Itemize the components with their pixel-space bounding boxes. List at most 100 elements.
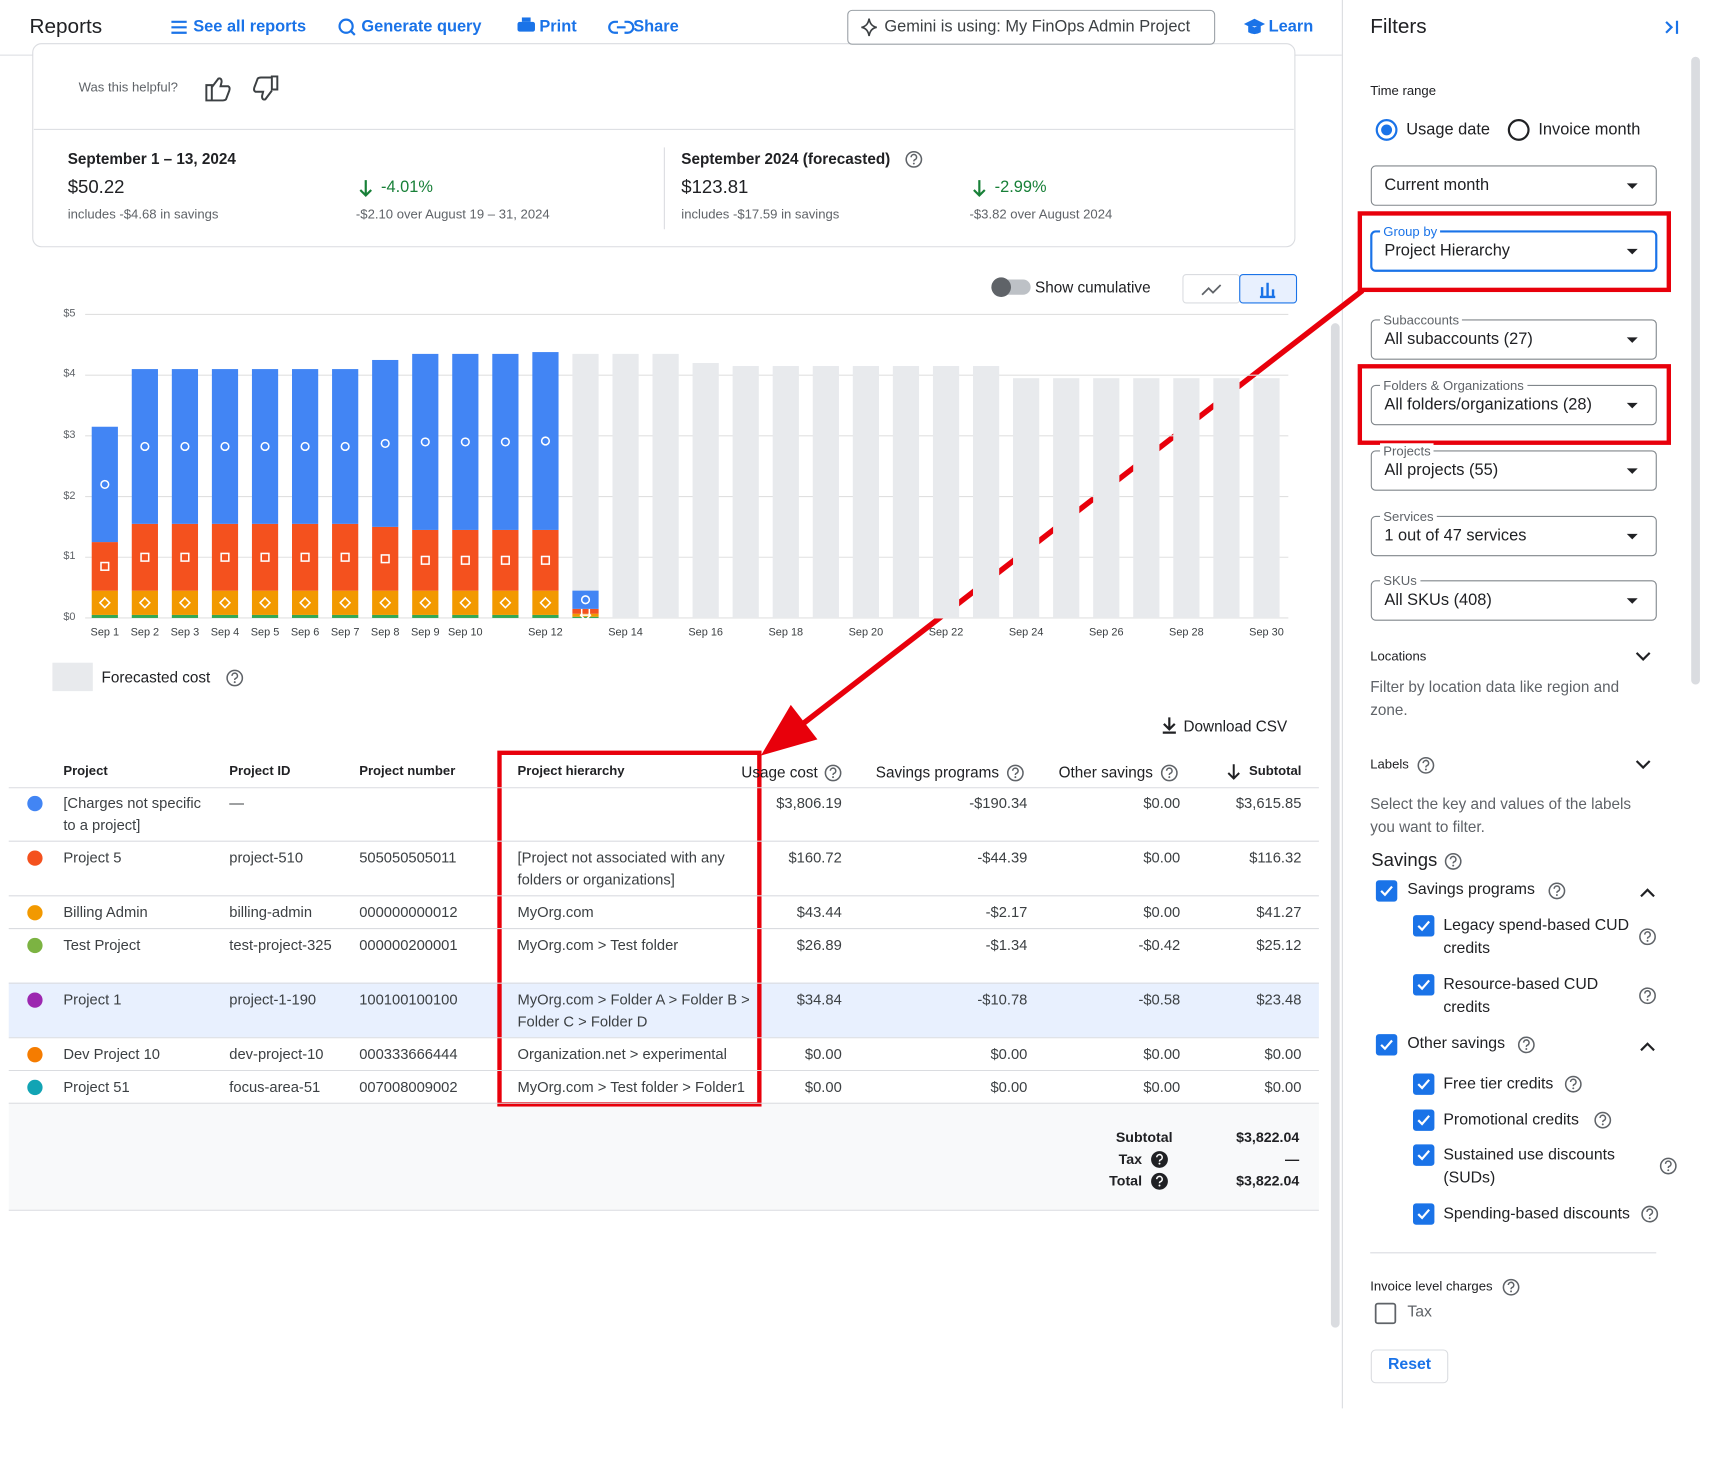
select-value[interactable]: 1 out of 47 services — [1384, 526, 1527, 545]
select[interactable] — [1370, 580, 1657, 621]
chevron[interactable] — [1635, 652, 1651, 661]
column-header[interactable]: Other savings — [1058, 762, 1153, 781]
checkbox[interactable] — [1374, 1302, 1397, 1325]
checkbox-label[interactable]: Resource-based CUD credits — [1443, 975, 1599, 1016]
checkbox[interactable] — [1413, 1203, 1435, 1225]
help-icon — [1569, 1078, 1577, 1087]
bar — [292, 614, 319, 618]
radio-label[interactable]: Usage date — [1406, 120, 1491, 139]
bar — [171, 590, 199, 615]
radio-label[interactable]: Invoice month — [1538, 120, 1641, 139]
table-cell: — — [229, 794, 245, 812]
checkbox-label[interactable]: Other savings — [1407, 1035, 1506, 1054]
bar — [251, 614, 279, 618]
totals-background — [8, 1102, 1319, 1210]
bar — [171, 369, 199, 524]
marker — [540, 436, 551, 446]
checkbox[interactable] — [1375, 1034, 1398, 1056]
marker — [380, 554, 390, 564]
column-header[interactable]: Savings programs — [875, 762, 999, 781]
checkbox[interactable] — [1413, 915, 1435, 937]
chevron[interactable] — [1635, 760, 1651, 770]
select-value[interactable]: All SKUs (408) — [1384, 590, 1492, 610]
help-icon — [1641, 1205, 1659, 1223]
bar — [91, 542, 118, 591]
checkbox-label[interactable]: Spending-based discounts — [1443, 1204, 1630, 1223]
marker — [500, 555, 510, 565]
forecast-bar — [1053, 378, 1080, 618]
checkbox-label[interactable]: Promotional credits — [1443, 1110, 1579, 1129]
radio[interactable] — [1375, 119, 1398, 141]
line-view-button[interactable] — [1182, 274, 1241, 304]
checkbox-label[interactable]: Savings programs — [1407, 881, 1535, 900]
column-header[interactable]: Project ID — [229, 763, 291, 779]
checkbox[interactable] — [1413, 1109, 1435, 1131]
gemini-label[interactable]: Gemini is using: My FinOps Admin Project — [884, 17, 1191, 37]
toggle-knob[interactable] — [991, 277, 1012, 297]
checkbox-label[interactable]: Tax — [1407, 1304, 1432, 1322]
chevron[interactable] — [1640, 1042, 1655, 1052]
select[interactable] — [1370, 165, 1657, 206]
checkbox[interactable] — [1413, 974, 1435, 996]
checkbox[interactable] — [1375, 880, 1398, 902]
marker — [138, 596, 151, 609]
learn-icon — [1243, 18, 1266, 35]
bar — [332, 369, 359, 524]
column-header[interactable]: Project number — [359, 763, 456, 779]
select-value[interactable]: All folders/organizations (28) — [1384, 395, 1592, 414]
select[interactable] — [1370, 230, 1658, 272]
check-mark — [1380, 1039, 1393, 1051]
header-link[interactable]: Share — [633, 17, 679, 37]
print-icon — [521, 17, 531, 22]
download-link[interactable]: Download CSV — [1183, 717, 1288, 735]
select[interactable] — [1370, 319, 1657, 360]
y-tick-label: $0 — [63, 611, 76, 624]
checkbox[interactable] — [1413, 1073, 1435, 1095]
select-value[interactable]: All subaccounts (27) — [1384, 329, 1533, 349]
summary-change: -2.99% — [994, 178, 1047, 197]
thumb-up[interactable] — [205, 77, 231, 102]
row-color — [27, 1079, 43, 1096]
download-icon[interactable] — [1162, 717, 1176, 734]
checkbox-label[interactable]: Legacy spend-based CUD credits — [1443, 916, 1630, 957]
row-color — [27, 850, 43, 866]
radio-dot — [1381, 124, 1393, 136]
select[interactable] — [1370, 515, 1657, 557]
checkbox-label[interactable]: Sustained use discounts (SUDs) — [1443, 1145, 1615, 1187]
select-value[interactable]: Current month — [1384, 175, 1490, 195]
reset-label[interactable]: Reset — [1387, 1356, 1432, 1375]
header-link[interactable]: Generate query — [361, 17, 482, 37]
column-header[interactable]: Project hierarchy — [517, 763, 625, 779]
checkbox-label[interactable]: Free tier credits — [1443, 1074, 1554, 1093]
arrow-head — [760, 704, 818, 756]
row-highlight — [8, 982, 1319, 1038]
column-header[interactable]: Subtotal — [1249, 763, 1302, 779]
bar — [211, 369, 239, 524]
table-cell: billing-admin — [229, 904, 313, 921]
column-header[interactable]: Project — [63, 763, 108, 779]
select-value[interactable]: Project Hierarchy — [1384, 241, 1511, 260]
marker — [300, 441, 310, 452]
chevron[interactable] — [1640, 888, 1655, 898]
select-value[interactable]: All projects (55) — [1384, 460, 1499, 480]
bar — [91, 426, 118, 543]
help-icon — [1151, 1172, 1168, 1190]
reset-button[interactable] — [1370, 1349, 1449, 1384]
header-link[interactable]: Print — [539, 17, 577, 37]
toggle-label[interactable]: Show cumulative — [1035, 278, 1151, 296]
column-header[interactable]: Usage cost — [741, 762, 818, 781]
check-mark — [1417, 1208, 1430, 1220]
collapse-icon[interactable] — [1665, 20, 1679, 34]
bar — [131, 369, 158, 524]
header-link[interactable]: See all reports — [193, 17, 307, 37]
select[interactable] — [1370, 450, 1657, 491]
learn-link[interactable]: Learn — [1268, 17, 1314, 37]
thumb-down[interactable] — [253, 75, 279, 101]
bar — [372, 590, 399, 615]
legend-swatch — [52, 662, 93, 692]
radio[interactable] — [1507, 119, 1530, 141]
checkbox[interactable] — [1413, 1144, 1435, 1166]
marker — [540, 555, 551, 565]
